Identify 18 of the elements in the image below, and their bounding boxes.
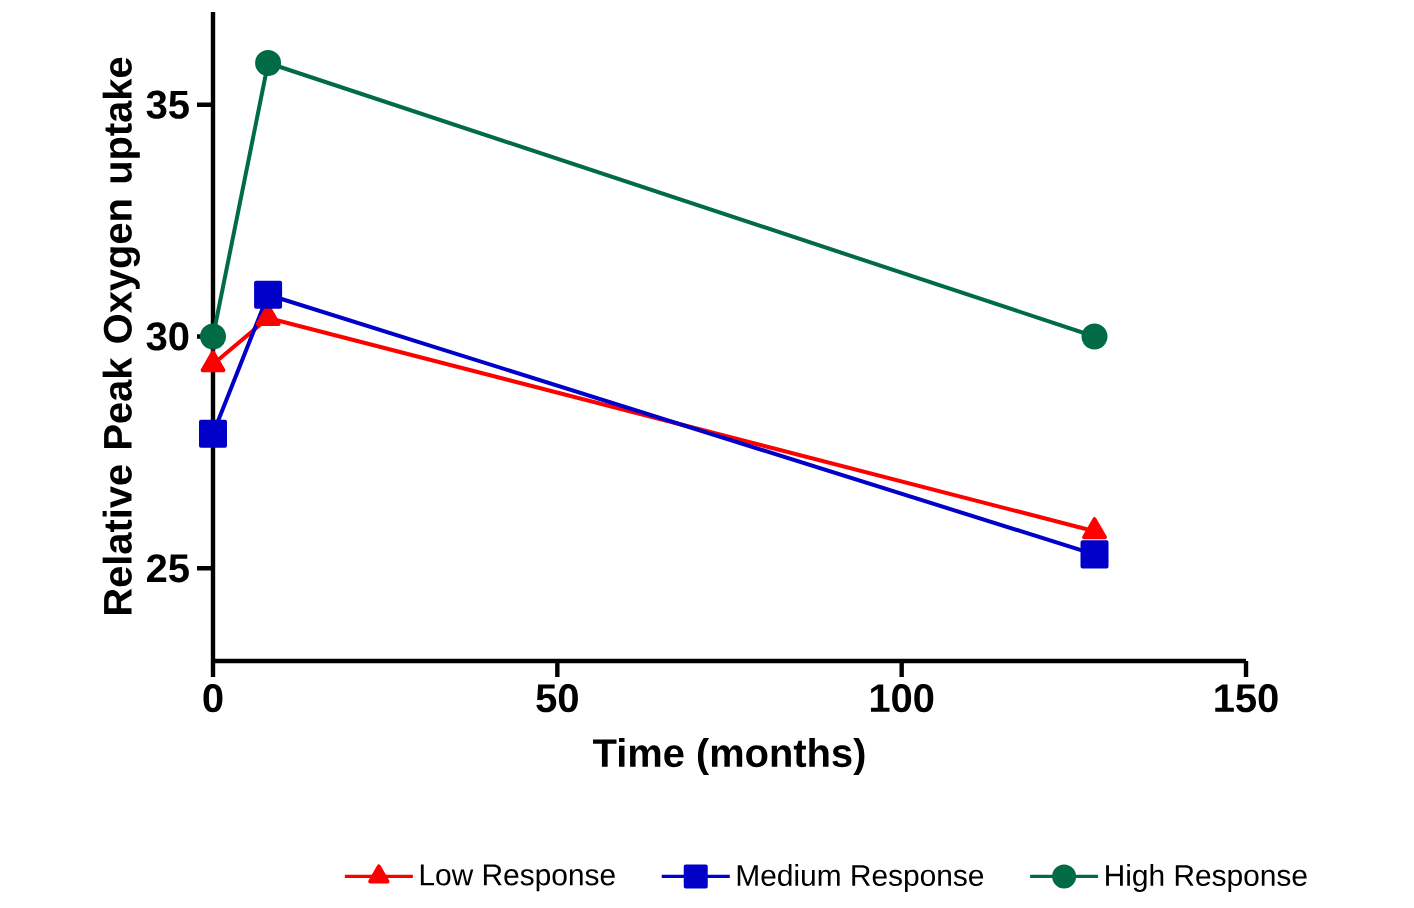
point — [200, 323, 226, 350]
point — [255, 49, 282, 76]
legend-label: Low Response — [420, 864, 615, 892]
point — [1080, 540, 1109, 569]
x-tick-label: 0 — [203, 684, 223, 713]
y-tick-label: 30 — [146, 322, 189, 351]
point — [254, 280, 283, 309]
y-axis-title: Relative Peak Oxygen uptake — [102, 57, 140, 615]
legend-label: Medium Response — [737, 864, 984, 892]
point — [1081, 323, 1108, 350]
legend-label: High Response — [1106, 864, 1307, 892]
y-tick-label: 35 — [146, 90, 189, 119]
point — [199, 419, 227, 448]
x-tick-label: 150 — [1215, 684, 1278, 713]
x-tick-label: 50 — [536, 684, 578, 713]
y-tick-label: 25 — [147, 554, 189, 583]
x-axis-title: Time (months) — [593, 737, 865, 776]
x-tick-label: 100 — [870, 684, 934, 713]
